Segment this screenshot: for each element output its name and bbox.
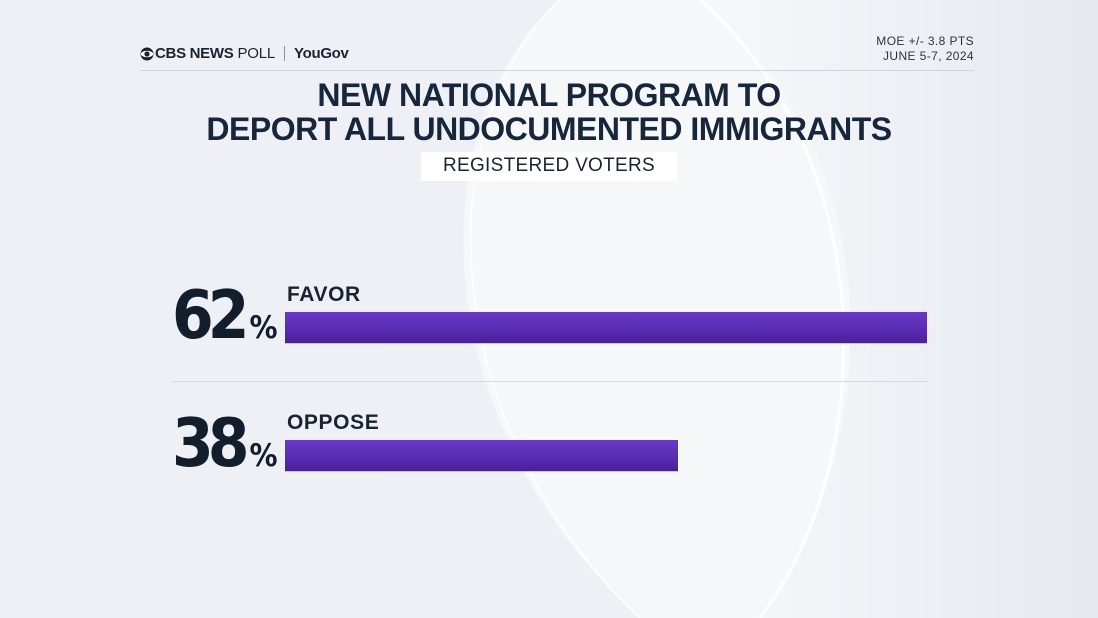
poll-meta: MOE +/- 3.8 PTS JUNE 5-7, 2024 — [876, 34, 974, 64]
row-divider — [172, 381, 928, 382]
category-label-oppose: OPPOSE — [287, 411, 380, 434]
brand-network: CBS NEWS — [155, 45, 234, 62]
value-number-favor: 62 — [172, 276, 249, 355]
chart-title-line-1: NEW NATIONAL PROGRAM TO — [317, 77, 781, 113]
value-unit-favor: % — [249, 308, 278, 346]
chart-title: NEW NATIONAL PROGRAM TO DEPORT ALL UNDOC… — [0, 78, 1098, 146]
category-label-favor: FAVOR — [287, 283, 361, 306]
brand-poll: POLL — [237, 45, 275, 62]
chart-subtitle: REGISTERED VOTERS — [420, 152, 678, 181]
value-unit-oppose: % — [249, 436, 278, 474]
bar-favor — [285, 312, 927, 343]
brand-separator — [284, 46, 285, 61]
brand-partner: YouGov — [294, 45, 349, 62]
cbs-eye-icon — [140, 47, 154, 60]
poll-dates: JUNE 5-7, 2024 — [883, 49, 974, 63]
brand-logo: CBS NEWS POLL YouGov — [140, 45, 349, 62]
chart-title-line-2: DEPORT ALL UNDOCUMENTED IMMIGRANTS — [206, 111, 892, 147]
value-label-favor: 62% — [172, 282, 278, 362]
value-number-oppose: 38 — [172, 404, 249, 483]
bar-oppose — [285, 440, 678, 471]
margin-of-error: MOE +/- 3.8 PTS — [876, 34, 974, 48]
header: CBS NEWS POLL YouGov MOE +/- 3.8 PTS JUN… — [140, 34, 974, 71]
value-label-oppose: 38% — [172, 410, 278, 490]
chart-subtitle-wrap: REGISTERED VOTERS — [0, 152, 1098, 181]
